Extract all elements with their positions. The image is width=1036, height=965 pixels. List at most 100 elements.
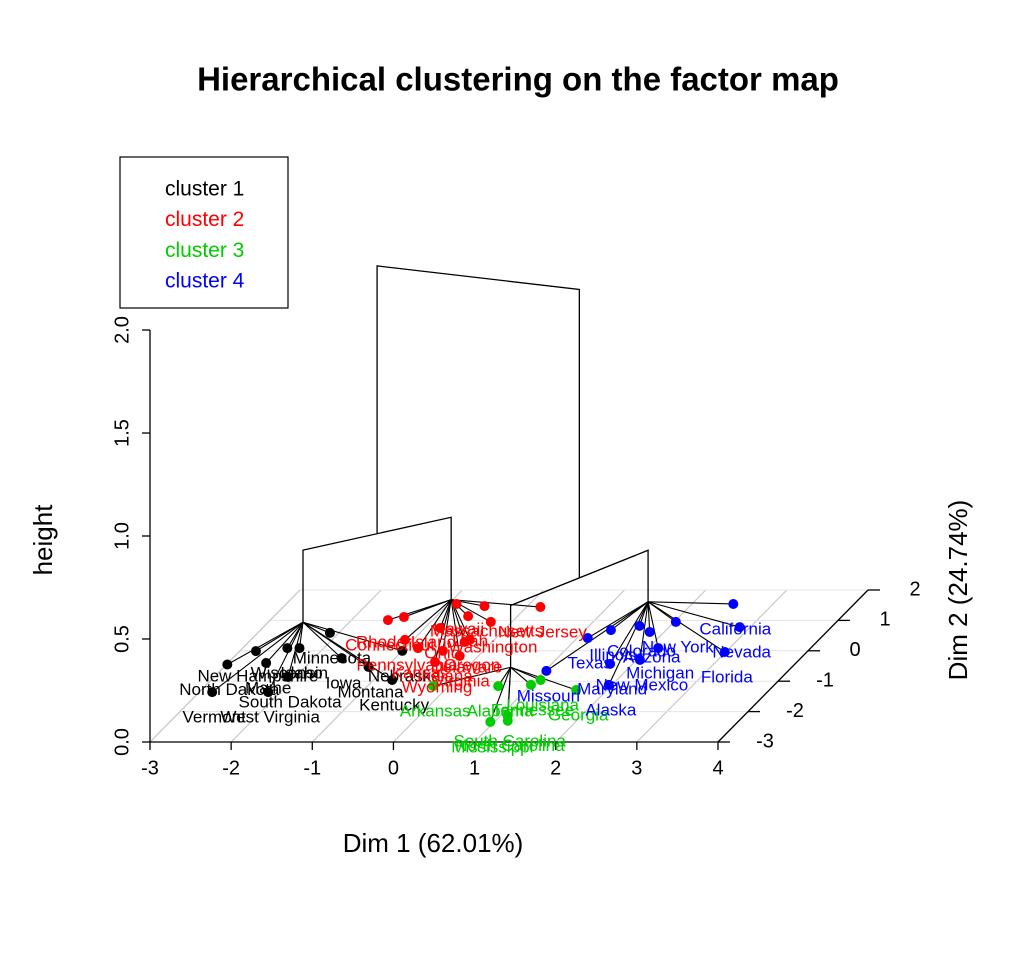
point-label: Florida bbox=[701, 668, 754, 687]
point-label: Utah bbox=[452, 632, 488, 651]
point-label: Maryland bbox=[577, 679, 647, 698]
tree-branch bbox=[450, 599, 461, 657]
point-label: Arizona bbox=[623, 647, 681, 666]
point bbox=[263, 687, 274, 698]
point-label: Ohio bbox=[424, 643, 460, 662]
z-tick-label: 0.0 bbox=[111, 728, 133, 756]
point-label: Georgia bbox=[548, 706, 609, 725]
x-tick-label: -3 bbox=[141, 757, 159, 779]
point-label: New York bbox=[642, 637, 714, 656]
point bbox=[485, 616, 496, 627]
point bbox=[634, 620, 645, 631]
tree-branch bbox=[255, 621, 304, 652]
x-tick-label: -2 bbox=[222, 757, 240, 779]
y-tick-label: 2 bbox=[909, 578, 920, 600]
tree-branch bbox=[647, 601, 726, 653]
grid-line bbox=[230, 589, 382, 743]
point bbox=[207, 687, 218, 698]
point-label: Texas bbox=[568, 654, 612, 673]
point-label: Hawaii bbox=[433, 619, 484, 638]
z-tick-label: 1.0 bbox=[111, 522, 133, 550]
tree-branch bbox=[302, 621, 403, 652]
point bbox=[571, 685, 582, 696]
y-tick-label: 1 bbox=[879, 609, 890, 631]
point bbox=[728, 598, 739, 609]
chart-title: Hierarchical clustering on the factor ma… bbox=[197, 61, 839, 98]
tree-branch bbox=[451, 599, 541, 608]
point bbox=[398, 612, 409, 623]
point bbox=[582, 633, 593, 644]
x-tick-label: 3 bbox=[631, 757, 642, 779]
tree-branch bbox=[510, 666, 541, 681]
tree-branch bbox=[647, 601, 740, 628]
z-tick-label: 0.5 bbox=[111, 625, 133, 653]
point-label: Alaska bbox=[585, 700, 637, 719]
point-label: North Dakota bbox=[179, 680, 280, 699]
tree-branch bbox=[609, 601, 649, 665]
tree-branch bbox=[267, 621, 304, 693]
grid-line bbox=[555, 589, 707, 743]
tree-branch bbox=[546, 601, 649, 672]
point bbox=[283, 671, 294, 682]
point bbox=[412, 643, 423, 654]
tree-branch bbox=[587, 601, 649, 639]
point-label: Nebraska bbox=[368, 666, 441, 685]
tree-branch bbox=[647, 601, 651, 632]
point bbox=[603, 679, 614, 690]
point-label: Illinois bbox=[589, 646, 636, 665]
point bbox=[502, 715, 513, 726]
point-label: Wisconsin bbox=[251, 664, 328, 683]
legend-entry: cluster 3 bbox=[165, 239, 244, 262]
point-label: Tennessee bbox=[492, 700, 574, 719]
point bbox=[336, 653, 347, 664]
tree-branch bbox=[211, 621, 304, 693]
point-label: West Virginia bbox=[220, 708, 320, 727]
tree-branch bbox=[608, 601, 649, 686]
x-tick-label: 4 bbox=[712, 757, 723, 779]
point bbox=[294, 643, 305, 654]
point bbox=[250, 646, 261, 657]
y-tick-label: 0 bbox=[849, 639, 860, 661]
tree-branch bbox=[648, 601, 734, 605]
point-label: New Hampshire bbox=[197, 667, 318, 686]
tree-branch bbox=[489, 667, 512, 723]
point bbox=[428, 681, 439, 692]
point bbox=[535, 674, 546, 685]
grid-line bbox=[311, 589, 463, 743]
point-label: Michigan bbox=[626, 664, 694, 683]
point bbox=[525, 679, 536, 690]
point-label: Kentucky bbox=[359, 695, 429, 714]
point-label: Arkansas bbox=[400, 702, 471, 721]
point-label: Indiana bbox=[417, 666, 473, 685]
tree-branch bbox=[639, 601, 649, 660]
point bbox=[485, 716, 496, 727]
tree-branch bbox=[417, 599, 452, 649]
tree-merge bbox=[376, 265, 580, 578]
tree-branch bbox=[433, 666, 511, 687]
point bbox=[459, 636, 470, 647]
point-label: Vermont bbox=[183, 708, 247, 727]
point-label: Washington bbox=[448, 637, 537, 656]
y-tick-label: -1 bbox=[816, 669, 834, 691]
point bbox=[463, 611, 474, 622]
point-label: Missouri bbox=[517, 686, 580, 705]
point bbox=[435, 623, 446, 633]
point bbox=[535, 602, 546, 613]
legend-entry: cluster 2 bbox=[165, 208, 244, 231]
tree-branch bbox=[227, 621, 304, 665]
point bbox=[382, 615, 393, 626]
point bbox=[634, 654, 645, 665]
point bbox=[399, 634, 410, 645]
point bbox=[605, 658, 616, 669]
point-label: Massachusetts bbox=[430, 622, 543, 641]
y-axis-title: Dim 2 (24.74%) bbox=[943, 500, 973, 681]
point-label: Pennsylvania bbox=[356, 655, 458, 674]
point-label: North Carolina bbox=[455, 736, 565, 755]
tree-branch bbox=[647, 601, 659, 649]
point-label: Connecticut bbox=[345, 636, 435, 655]
point-label: New Mexico bbox=[596, 675, 689, 694]
point bbox=[261, 657, 272, 668]
point-label: Louisiana bbox=[506, 695, 579, 714]
point bbox=[670, 616, 681, 627]
